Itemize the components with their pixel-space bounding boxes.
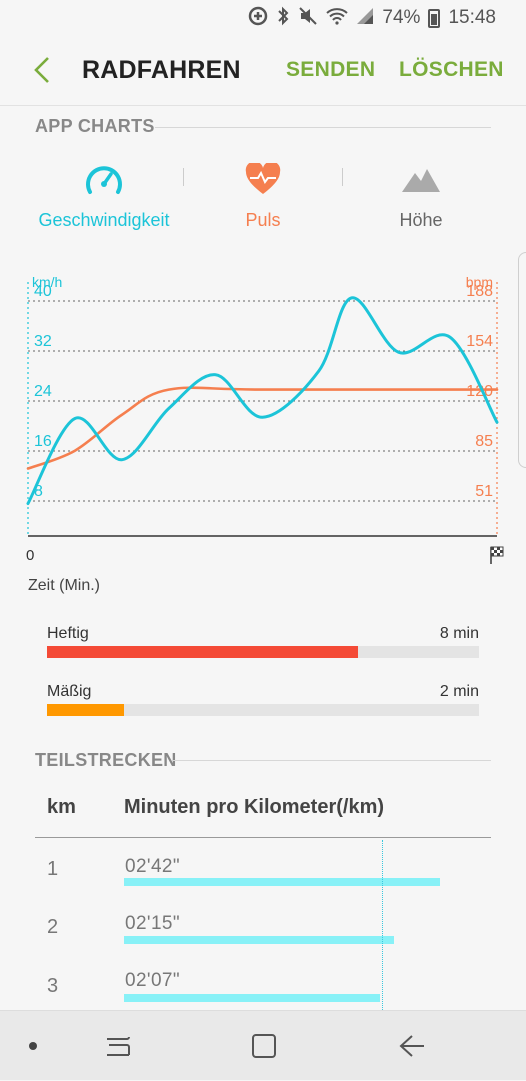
average-pace-line bbox=[382, 840, 383, 1010]
finish-flag-icon bbox=[489, 546, 505, 569]
battery-percent: 74% bbox=[382, 7, 421, 28]
clock: 15:48 bbox=[448, 7, 496, 28]
x-axis-label: Zeit (Min.) bbox=[28, 577, 100, 594]
tab-pulse[interactable]: Puls bbox=[178, 160, 348, 231]
tab-speed-label: Geschwindigkeit bbox=[38, 210, 170, 230]
split-pace: 02'15" bbox=[125, 913, 181, 934]
tab-altitude-label: Höhe bbox=[399, 210, 443, 230]
heart-rate-icon bbox=[245, 163, 281, 194]
split-pace: 02'42" bbox=[125, 856, 181, 877]
y-right-tick-label: 154 bbox=[466, 333, 493, 350]
back-button[interactable] bbox=[22, 50, 62, 90]
y-right-tick-label: 120 bbox=[466, 383, 493, 400]
section-divider bbox=[155, 127, 491, 128]
table-divider bbox=[35, 837, 491, 838]
tab-separator bbox=[183, 168, 184, 186]
zone-bar-fill bbox=[47, 646, 359, 658]
chart: km/h bpm 40 188 32 154 24 120 16 85 8 51 bbox=[0, 262, 526, 572]
mute-icon bbox=[298, 6, 318, 31]
zone-label-heftig: Heftig bbox=[47, 625, 89, 642]
column-header-pace: Minuten pro Kilometer(/km) bbox=[124, 796, 385, 818]
mountain-icon bbox=[402, 169, 440, 192]
tab-speed[interactable]: Geschwindigkeit bbox=[19, 160, 189, 231]
chevron-left-icon bbox=[34, 57, 49, 83]
nav-dot-icon[interactable] bbox=[16, 1011, 50, 1081]
home-icon[interactable] bbox=[236, 1011, 292, 1081]
tab-altitude[interactable]: Höhe bbox=[336, 160, 506, 231]
split-km: 1 bbox=[47, 858, 59, 880]
navigation-bar bbox=[0, 1010, 526, 1080]
y-right-tick-label: 188 bbox=[466, 283, 493, 300]
back-icon[interactable] bbox=[384, 1011, 440, 1081]
wifi-icon bbox=[326, 7, 349, 30]
split-pace-bar bbox=[124, 936, 394, 944]
zone-bar-heftig bbox=[47, 646, 479, 658]
y-right-unit-label: bpm bbox=[466, 274, 493, 290]
send-button[interactable]: SENDEN bbox=[286, 58, 376, 81]
page-title: RADFAHREN bbox=[82, 56, 241, 84]
pulse-series-line bbox=[26, 386, 499, 470]
section-header-app-charts: APP CHARTS bbox=[35, 116, 155, 136]
y-right-tick-label: 51 bbox=[475, 483, 493, 500]
y-right-tick-label: 85 bbox=[475, 433, 493, 450]
section-divider bbox=[172, 760, 491, 761]
y-left-unit-label: km/h bbox=[32, 274, 62, 290]
zone-bar-fill bbox=[47, 704, 124, 716]
column-header-km: km bbox=[47, 796, 76, 818]
status-bar: 74% 15:48 bbox=[0, 0, 526, 36]
data-saver-icon bbox=[248, 6, 268, 31]
speedometer-icon bbox=[86, 166, 122, 194]
y-left-tick-label: 40 bbox=[34, 283, 52, 300]
y-left-tick-label: 8 bbox=[34, 483, 43, 500]
split-km: 2 bbox=[47, 916, 59, 938]
split-km: 3 bbox=[47, 975, 59, 997]
split-pace-bar bbox=[124, 994, 380, 1002]
app-bar: RADFAHREN SENDEN LÖSCHEN bbox=[0, 36, 526, 106]
recent-apps-icon[interactable] bbox=[90, 1011, 146, 1081]
zone-bar-massig bbox=[47, 704, 479, 716]
speed-series-line bbox=[26, 296, 499, 505]
split-pace: 02'07" bbox=[125, 970, 181, 991]
bluetooth-icon bbox=[276, 6, 290, 31]
delete-button[interactable]: LÖSCHEN bbox=[399, 58, 504, 81]
y-left-tick-label: 32 bbox=[34, 333, 52, 350]
zone-value-massig: 2 min bbox=[439, 683, 479, 700]
y-left-tick-label: 16 bbox=[34, 433, 52, 450]
section-header-splits: TEILSTRECKEN bbox=[35, 750, 177, 770]
x-start-label: 0 bbox=[26, 547, 35, 564]
tab-separator bbox=[342, 168, 343, 186]
signal-icon bbox=[356, 7, 374, 30]
y-left-tick-label: 24 bbox=[34, 383, 52, 400]
zone-label-massig: Mäßig bbox=[47, 683, 92, 700]
zone-value-heftig: 8 min bbox=[439, 625, 479, 642]
split-pace-bar bbox=[124, 878, 440, 886]
tab-pulse-label: Puls bbox=[245, 210, 281, 230]
battery-icon bbox=[428, 8, 441, 28]
